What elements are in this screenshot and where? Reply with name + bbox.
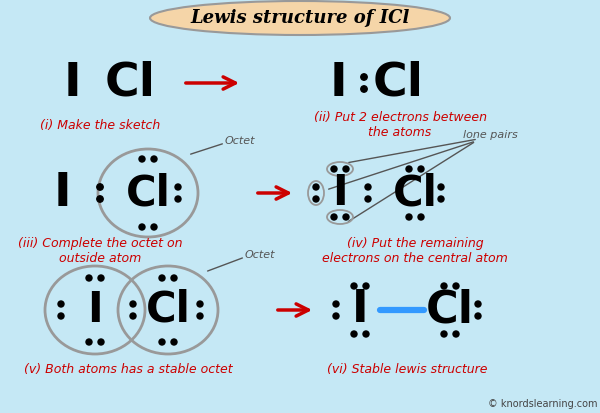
Circle shape: [475, 301, 481, 307]
Circle shape: [175, 184, 181, 190]
Circle shape: [453, 331, 459, 337]
Circle shape: [159, 275, 165, 281]
Text: Cl: Cl: [373, 60, 424, 105]
Text: Cl: Cl: [125, 172, 170, 214]
Text: (i) Make the sketch: (i) Make the sketch: [40, 119, 160, 131]
Circle shape: [365, 184, 371, 190]
Circle shape: [171, 339, 177, 345]
Circle shape: [441, 331, 447, 337]
Text: (ii) Put 2 electrons between
the atoms: (ii) Put 2 electrons between the atoms: [314, 111, 487, 139]
Circle shape: [130, 313, 136, 319]
Text: I: I: [87, 289, 103, 331]
Circle shape: [151, 224, 157, 230]
Text: Cl: Cl: [426, 289, 474, 332]
Circle shape: [159, 339, 165, 345]
Text: Cl: Cl: [392, 172, 437, 214]
Circle shape: [361, 86, 367, 92]
Circle shape: [151, 156, 157, 162]
Circle shape: [361, 74, 367, 80]
Text: I: I: [329, 60, 347, 105]
Text: I: I: [332, 172, 348, 214]
Text: Lewis structure of ICl: Lewis structure of ICl: [190, 9, 410, 27]
Circle shape: [97, 196, 103, 202]
Text: Cl: Cl: [104, 60, 155, 105]
Circle shape: [331, 166, 337, 172]
Ellipse shape: [150, 1, 450, 35]
Circle shape: [313, 196, 319, 202]
Circle shape: [58, 301, 64, 307]
Circle shape: [58, 313, 64, 319]
Circle shape: [343, 166, 349, 172]
Circle shape: [331, 214, 337, 220]
Circle shape: [139, 224, 145, 230]
Text: © knordslearning.com: © knordslearning.com: [487, 399, 597, 409]
Circle shape: [406, 166, 412, 172]
Circle shape: [130, 301, 136, 307]
Circle shape: [438, 184, 444, 190]
Circle shape: [171, 275, 177, 281]
Circle shape: [351, 283, 357, 289]
Circle shape: [438, 196, 444, 202]
Circle shape: [197, 313, 203, 319]
Circle shape: [333, 313, 339, 319]
Circle shape: [475, 313, 481, 319]
Circle shape: [441, 283, 447, 289]
Circle shape: [86, 339, 92, 345]
Circle shape: [175, 196, 181, 202]
Text: Octet: Octet: [225, 136, 256, 146]
Circle shape: [98, 339, 104, 345]
Text: (iv) Put the remaining
electrons on the central atom: (iv) Put the remaining electrons on the …: [322, 237, 508, 265]
Text: (iii) Complete the octet on
outside atom: (iii) Complete the octet on outside atom: [18, 237, 182, 265]
Text: (v) Both atoms has a stable octet: (v) Both atoms has a stable octet: [23, 363, 232, 377]
Circle shape: [418, 214, 424, 220]
Circle shape: [98, 275, 104, 281]
Circle shape: [363, 283, 369, 289]
Circle shape: [197, 301, 203, 307]
Circle shape: [333, 301, 339, 307]
Circle shape: [343, 214, 349, 220]
Circle shape: [365, 196, 371, 202]
Circle shape: [313, 184, 319, 190]
Circle shape: [406, 214, 412, 220]
Text: Cl: Cl: [146, 289, 190, 331]
Circle shape: [418, 166, 424, 172]
Circle shape: [86, 275, 92, 281]
Circle shape: [97, 184, 103, 190]
Text: (vi) Stable lewis structure: (vi) Stable lewis structure: [327, 363, 487, 377]
Text: lone pairs: lone pairs: [463, 130, 517, 140]
Text: I: I: [352, 289, 368, 332]
Circle shape: [139, 156, 145, 162]
Circle shape: [363, 331, 369, 337]
Circle shape: [351, 331, 357, 337]
Circle shape: [453, 283, 459, 289]
Text: Octet: Octet: [245, 250, 275, 260]
Text: I: I: [53, 171, 71, 216]
Text: I: I: [63, 60, 81, 105]
